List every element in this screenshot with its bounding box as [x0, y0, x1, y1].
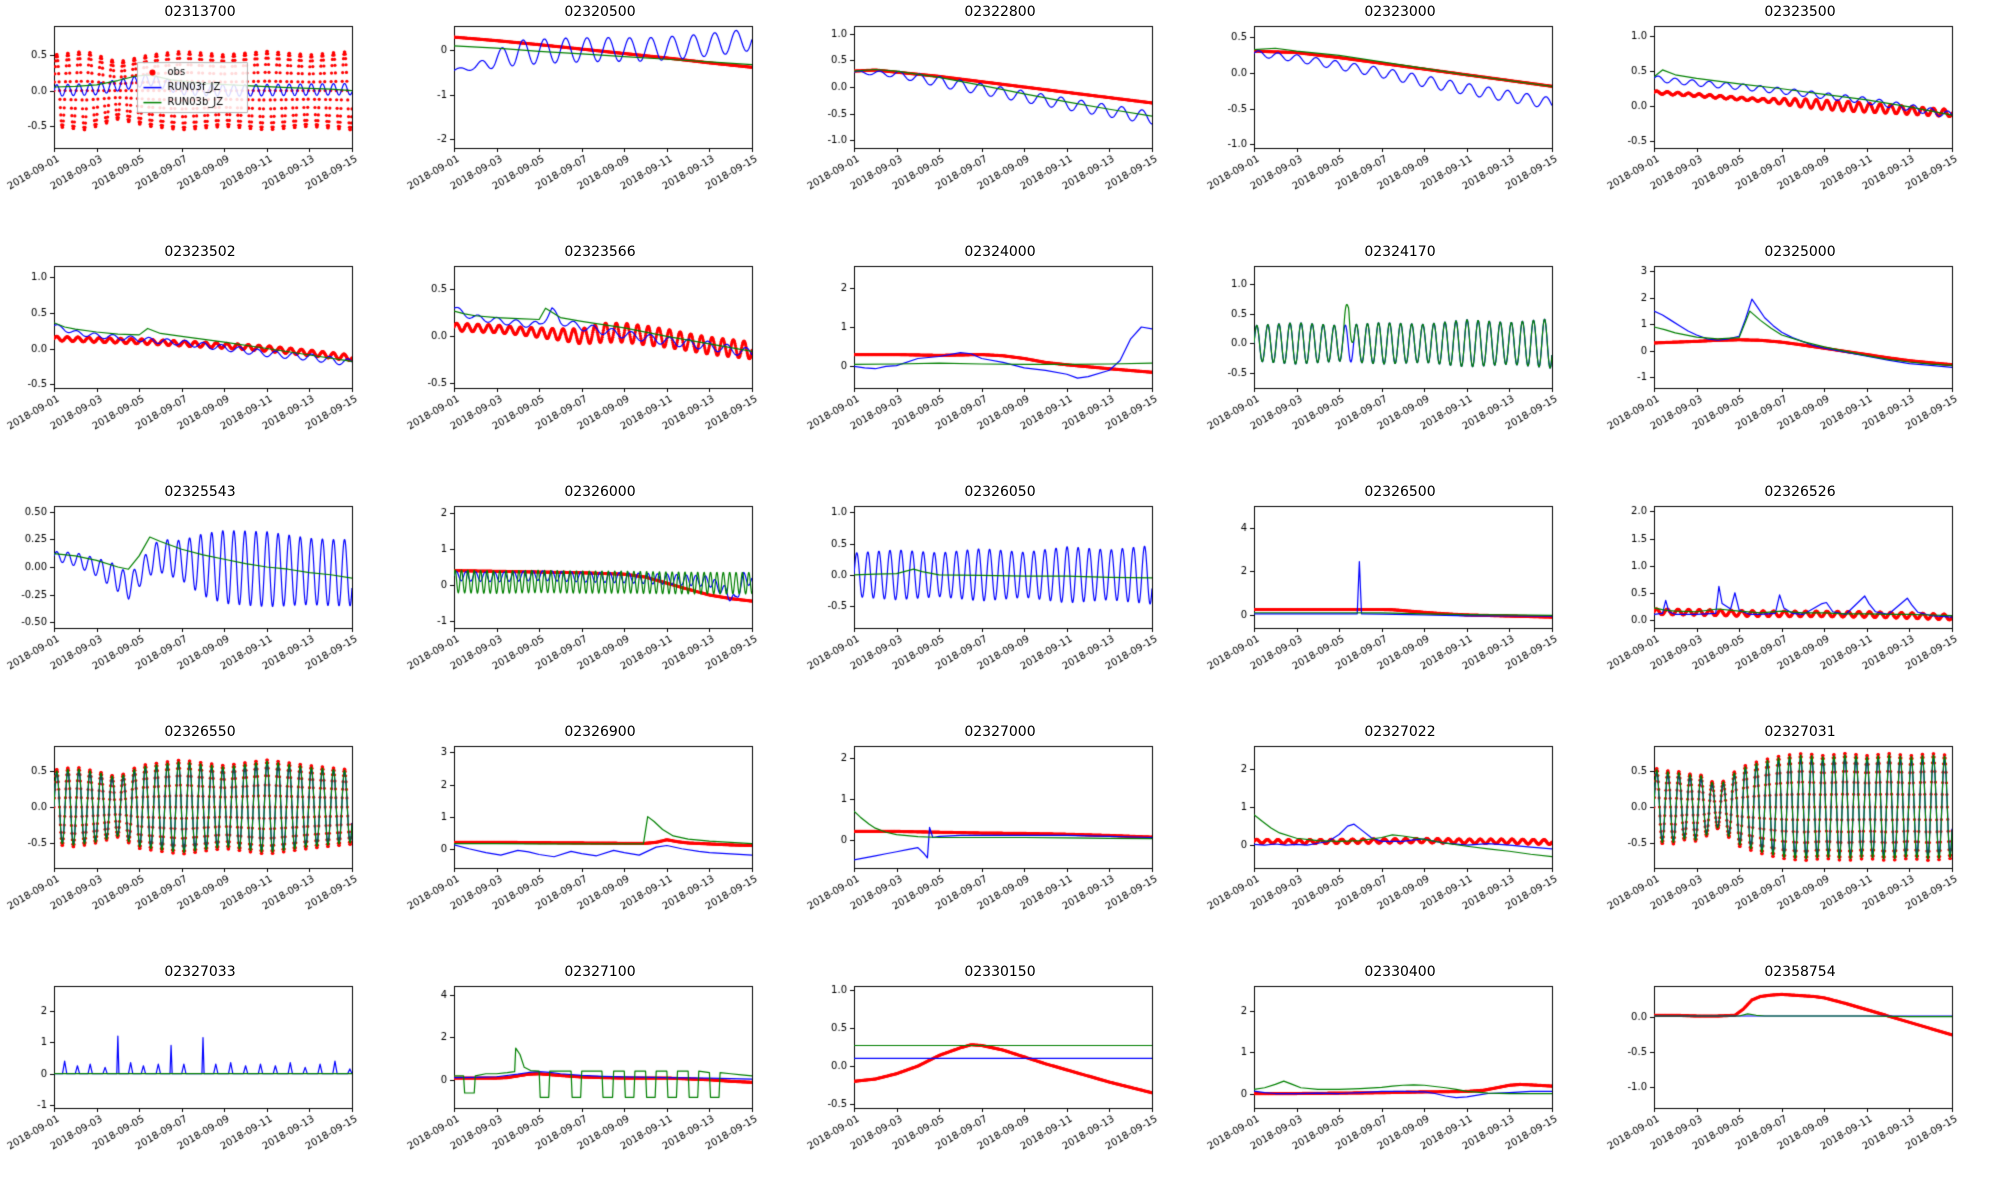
- chart-title: 02330400: [1364, 964, 1436, 980]
- subplot-02327000: 02327000: [800, 720, 1200, 960]
- chart-title: 02326000: [564, 484, 636, 500]
- subplot-02330150: 02330150: [800, 960, 1200, 1200]
- chart-title: 02326550: [164, 724, 236, 740]
- chart-canvas: [0, 742, 400, 958]
- subplot-02326050: 02326050: [800, 480, 1200, 720]
- subplot-02330400: 02330400: [1200, 960, 1600, 1200]
- chart-canvas: [800, 982, 1200, 1198]
- chart-canvas: [400, 22, 800, 238]
- chart-title: 02324170: [1364, 244, 1436, 260]
- subplot-02325543: 02325543: [0, 480, 400, 720]
- chart-canvas: [1200, 742, 1600, 958]
- chart-title: 02326050: [964, 484, 1036, 500]
- chart-title: 02323000: [1364, 4, 1436, 20]
- chart-canvas: [800, 502, 1200, 718]
- chart-canvas: [0, 502, 400, 718]
- chart-title: 02323566: [564, 244, 636, 260]
- chart-title: 02327033: [164, 964, 236, 980]
- chart-title: 02326900: [564, 724, 636, 740]
- chart-title: 02327031: [1764, 724, 1836, 740]
- subplot-02326900: 02326900: [400, 720, 800, 960]
- chart-canvas: [800, 22, 1200, 238]
- chart-canvas: [1600, 22, 2000, 238]
- chart-canvas: [1600, 262, 2000, 478]
- subplot-02324000: 02324000: [800, 240, 1200, 480]
- chart-canvas: [800, 742, 1200, 958]
- subplot-02323566: 02323566: [400, 240, 800, 480]
- subplot-02324170: 02324170: [1200, 240, 1600, 480]
- subplot-02325000: 02325000: [1600, 240, 2000, 480]
- chart-canvas: [400, 502, 800, 718]
- chart-canvas: [1200, 502, 1600, 718]
- subplot-02327100: 02327100: [400, 960, 800, 1200]
- subplot-02323000: 02323000: [1200, 0, 1600, 240]
- chart-title: 02358754: [1764, 964, 1836, 980]
- subplot-02323502: 02323502: [0, 240, 400, 480]
- chart-title: 02326526: [1764, 484, 1836, 500]
- subplot-02326550: 02326550: [0, 720, 400, 960]
- chart-title: 02327000: [964, 724, 1036, 740]
- subplot-02358754: 02358754: [1600, 960, 2000, 1200]
- subplot-02320500: 02320500: [400, 0, 800, 240]
- subplot-02327033: 02327033: [0, 960, 400, 1200]
- chart-title: 02326500: [1364, 484, 1436, 500]
- chart-canvas: [1200, 982, 1600, 1198]
- chart-canvas: [800, 262, 1200, 478]
- chart-title: 02330150: [964, 964, 1036, 980]
- chart-title: 02320500: [564, 4, 636, 20]
- chart-canvas: [1200, 22, 1600, 238]
- chart-title: 02327022: [1364, 724, 1436, 740]
- chart-canvas: [400, 742, 800, 958]
- chart-canvas: [1600, 502, 2000, 718]
- chart-title: 02323502: [164, 244, 236, 260]
- chart-title: 02313700: [164, 4, 236, 20]
- chart-title: 02325543: [164, 484, 236, 500]
- subplot-02326000: 02326000: [400, 480, 800, 720]
- subplot-02322800: 02322800: [800, 0, 1200, 240]
- chart-canvas: [1600, 742, 2000, 958]
- chart-title: 02324000: [964, 244, 1036, 260]
- subplot-02326500: 02326500: [1200, 480, 1600, 720]
- subplot-02313700: 02313700: [0, 0, 400, 240]
- chart-title: 02325000: [1764, 244, 1836, 260]
- chart-canvas: [0, 22, 400, 238]
- chart-title: 02323500: [1764, 4, 1836, 20]
- chart-canvas: [400, 262, 800, 478]
- subplot-02326526: 02326526: [1600, 480, 2000, 720]
- chart-title: 02327100: [564, 964, 636, 980]
- subplot-02327031: 02327031: [1600, 720, 2000, 960]
- chart-canvas: [1200, 262, 1600, 478]
- chart-title: 02322800: [964, 4, 1036, 20]
- chart-canvas: [0, 982, 400, 1198]
- subplot-02327022: 02327022: [1200, 720, 1600, 960]
- subplot-02323500: 02323500: [1600, 0, 2000, 240]
- chart-canvas: [0, 262, 400, 478]
- chart-canvas: [1600, 982, 2000, 1198]
- chart-canvas: [400, 982, 800, 1198]
